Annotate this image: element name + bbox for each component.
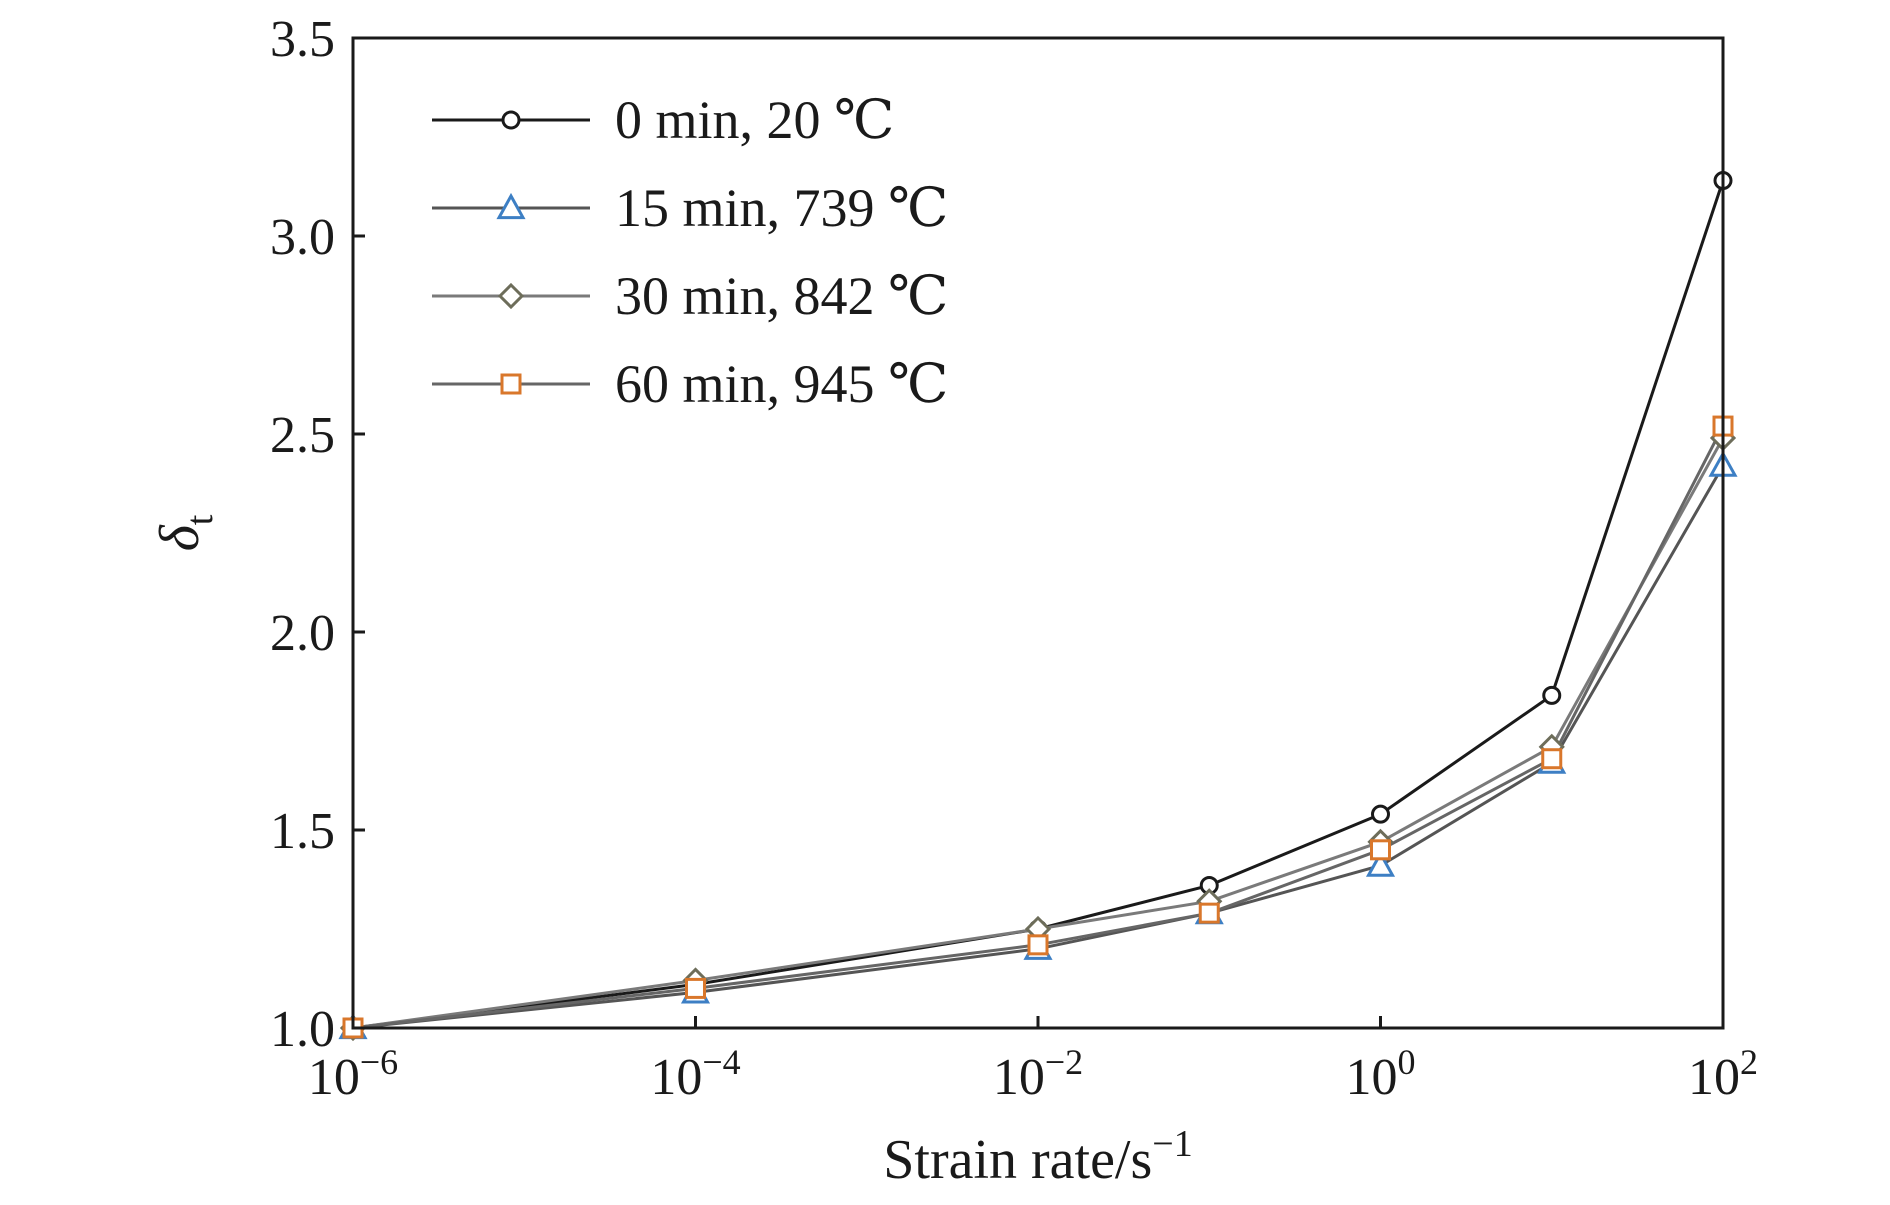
x-tick-label: 10−2 <box>993 1042 1083 1106</box>
plot-frame <box>351 36 1725 1030</box>
data-point-square <box>500 373 522 395</box>
y-tick-label: 2.0 <box>270 605 335 662</box>
legend: 0 min, 20 ℃ 15 min, 739 ℃ 30 min, 842 ℃ 60 … <box>432 90 948 414</box>
legend-label: 60 min, 945 ℃ <box>615 354 948 414</box>
legend-label: 0 min, 20 ℃ <box>615 90 894 150</box>
legend-label: 30 min, 842 ℃ <box>615 266 948 326</box>
y-axis-title: δt <box>149 514 221 551</box>
y-axis: 1.0 1.5 2.0 2.5 3.0 3.5 <box>270 11 365 1058</box>
y-tick-label: 2.5 <box>270 407 335 464</box>
y-tick-label: 1.5 <box>270 803 335 860</box>
x-tick-label: 102 <box>1688 1042 1758 1106</box>
data-point-triangle <box>496 192 526 220</box>
legend-label: 15 min, 739 ℃ <box>615 178 948 238</box>
data-point-square <box>1198 902 1220 924</box>
x-tick-label: 100 <box>1346 1042 1416 1106</box>
series-line-1 <box>352 180 1725 1030</box>
data-point-square <box>685 977 706 999</box>
y-tick-label: 1.0 <box>270 1001 335 1058</box>
x-axis-title: Strain rate/s−1 <box>883 1123 1192 1191</box>
y-tick-label: 3.0 <box>270 209 335 266</box>
y-tick-label: 3.5 <box>270 11 335 68</box>
data-point-circle <box>1371 804 1390 824</box>
data-point-triangle <box>1365 850 1396 877</box>
series-markers <box>338 171 1738 1042</box>
data-point-square <box>1370 839 1391 861</box>
x-tick-label: 10−4 <box>650 1042 740 1106</box>
x-tick-label: 10−6 <box>308 1042 398 1106</box>
data-point-circle <box>501 110 521 130</box>
data-point-diamond <box>497 282 525 310</box>
data-point-square <box>1541 748 1563 770</box>
data-point-square <box>1027 934 1049 956</box>
x-axis: 10−6 10−4 10−2 100 102 <box>308 1016 1758 1106</box>
series-lines <box>352 180 1725 1030</box>
data-point-circle <box>1542 685 1562 705</box>
